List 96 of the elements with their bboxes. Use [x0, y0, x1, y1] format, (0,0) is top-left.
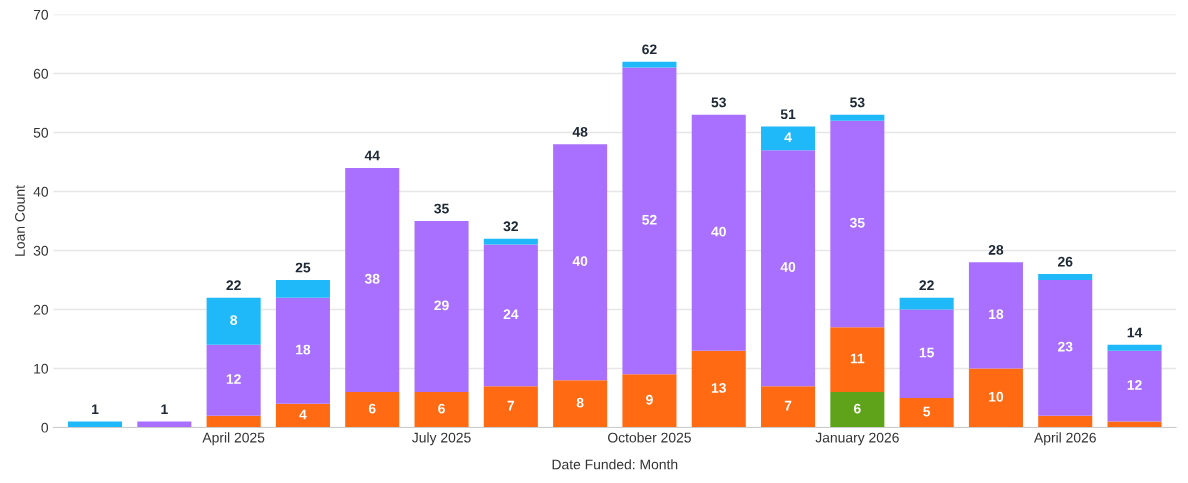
total-label: 35	[434, 203, 449, 214]
bar	[761, 150, 816, 387]
bar	[483, 238, 538, 245]
bar	[553, 144, 608, 381]
bar	[622, 374, 677, 428]
data-label: 13	[711, 383, 726, 393]
data-label: 11	[850, 353, 865, 364]
data-label: 9	[646, 394, 653, 405]
total-label: 22	[226, 280, 241, 291]
data-label: 8	[230, 315, 238, 325]
total-label: 53	[711, 97, 726, 108]
bar	[899, 297, 954, 310]
data-label: 10	[989, 391, 1004, 402]
bar	[1038, 274, 1093, 280]
x-tick-label: April 2026	[1034, 432, 1096, 446]
total-label: 53	[850, 97, 865, 108]
data-label: 4	[784, 132, 792, 142]
bar	[1038, 415, 1093, 428]
bar	[830, 114, 885, 121]
bar	[691, 114, 746, 351]
bar	[345, 392, 400, 428]
data-label: 5	[923, 406, 931, 417]
bar	[275, 297, 330, 404]
data-label: 40	[711, 226, 726, 237]
data-label: 12	[1127, 380, 1142, 390]
total-label: 32	[503, 221, 519, 232]
bar	[761, 386, 816, 428]
data-label: 40	[572, 256, 588, 266]
data-label: 23	[1058, 341, 1073, 352]
total-label: 62	[642, 44, 657, 55]
data-label: 38	[364, 273, 380, 284]
bar	[830, 392, 885, 428]
y-tick-label: 70	[33, 9, 49, 20]
bar	[414, 220, 469, 393]
data-label: 4	[299, 409, 307, 420]
bar	[1107, 350, 1162, 422]
data-label: 8	[576, 397, 584, 408]
bar	[830, 327, 885, 393]
bar	[622, 67, 677, 375]
y-tick-label: 40	[33, 186, 49, 197]
data-label: 24	[503, 309, 519, 319]
total-label: 1	[92, 404, 99, 414]
bar	[345, 167, 400, 393]
x-tick-label: July 2025	[412, 432, 471, 446]
total-label: 51	[780, 109, 796, 120]
x-tick-label: April 2025	[202, 432, 265, 446]
data-label: 15	[919, 347, 934, 358]
total-label: 44	[364, 150, 380, 161]
x-tick-label: October 2025	[608, 432, 691, 443]
bar	[206, 344, 261, 416]
bar	[206, 415, 261, 428]
bar	[553, 380, 608, 428]
data-label: 35	[849, 217, 865, 228]
bar	[968, 368, 1023, 428]
data-label: 12	[226, 374, 241, 384]
y-tick-label: 0	[41, 422, 49, 433]
y-tick-label: 50	[33, 127, 49, 138]
x-tick-label: January 2026	[815, 432, 899, 446]
total-label: 14	[1127, 327, 1143, 338]
y-axis-title: Loan Count	[15, 185, 25, 256]
data-label: 18	[989, 309, 1004, 320]
total-label: 28	[988, 244, 1004, 255]
total-label: 1	[161, 404, 168, 414]
bar	[483, 386, 538, 428]
data-label: 6	[438, 403, 445, 414]
total-label: 26	[1058, 256, 1073, 267]
data-label: 18	[296, 344, 311, 355]
bar	[414, 392, 469, 428]
bar	[761, 126, 816, 151]
data-label: 40	[780, 262, 796, 272]
bar	[691, 350, 746, 428]
bar	[206, 297, 261, 345]
data-label: 7	[784, 400, 792, 411]
bar	[275, 279, 330, 298]
bar	[899, 309, 954, 398]
bar	[1107, 344, 1162, 351]
data-label: 52	[642, 214, 657, 225]
bar	[622, 61, 677, 68]
y-tick-label: 20	[33, 304, 49, 315]
data-label: 6	[368, 403, 376, 414]
bar	[275, 403, 330, 428]
total-label: 25	[295, 262, 311, 273]
data-label: 29	[434, 300, 449, 311]
bar	[899, 397, 954, 428]
total-label: 48	[572, 126, 588, 137]
x-axis-title: Date Funded: Month	[552, 459, 678, 470]
bar	[968, 262, 1023, 369]
total-label: 22	[919, 280, 934, 291]
data-label: 6	[853, 403, 861, 414]
bar	[483, 244, 538, 387]
bar	[830, 120, 885, 328]
y-tick-label: 60	[33, 68, 49, 79]
y-tick-label: 30	[33, 245, 49, 256]
bar	[1038, 279, 1093, 416]
data-label: 7	[507, 400, 515, 411]
y-tick-label: 10	[34, 363, 49, 374]
